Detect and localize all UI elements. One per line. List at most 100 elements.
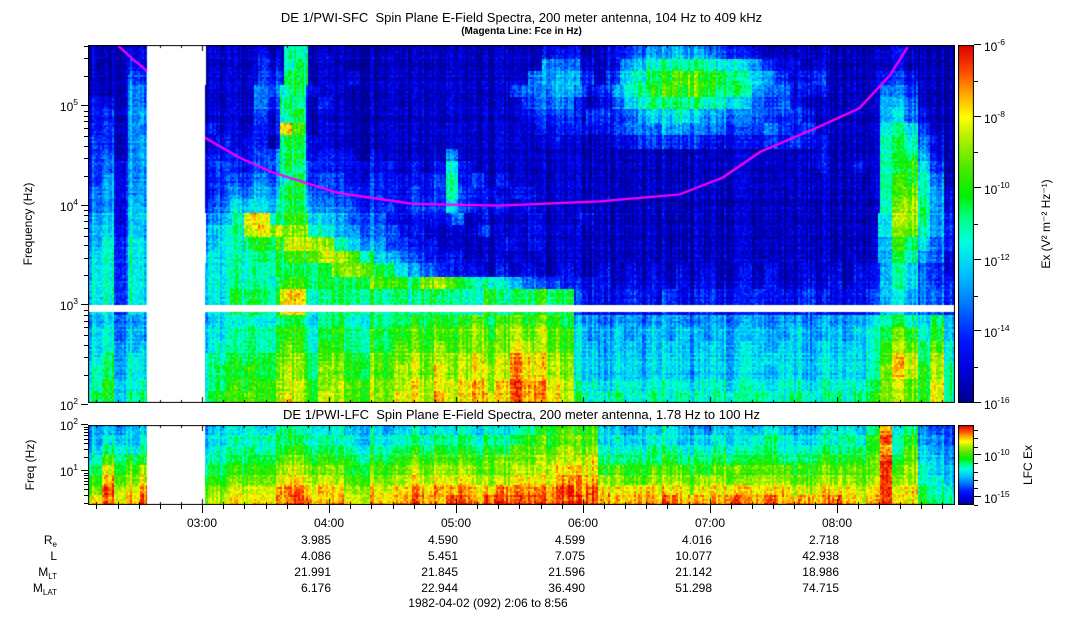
- y-axis-major-tick: [81, 105, 88, 106]
- y-axis-minor-tick: [84, 228, 88, 229]
- y-axis-minor-tick: [84, 158, 88, 159]
- x-axis-minor-tick: [773, 505, 774, 509]
- ephemeris-row-label: Re: [43, 533, 57, 549]
- y-axis-minor-tick: [84, 315, 88, 316]
- colorbar-major-tick: [974, 187, 981, 188]
- x-axis-tick-label: 05:00: [440, 516, 472, 530]
- y-axis-minor-tick: [84, 215, 88, 216]
- colorbar-minor-tick: [974, 367, 978, 368]
- x-axis-major-tick: [837, 505, 838, 513]
- y-axis-tick-label: 102: [59, 396, 78, 413]
- colorbar-major-tick: [974, 44, 981, 45]
- colorbar-minor-tick: [974, 296, 978, 297]
- colorbar-tick-label: 10-6: [984, 37, 1005, 54]
- ephemeris-value: 21.596: [548, 565, 585, 579]
- ephemeris-value: 7.075: [554, 549, 585, 563]
- colorbar-minor-tick: [974, 488, 978, 489]
- x-axis-minor-tick: [435, 505, 436, 509]
- y-axis-minor-tick: [84, 136, 88, 137]
- y-axis-minor-tick: [84, 76, 88, 77]
- sfc-y-axis-label: Frequency (Hz): [21, 182, 35, 266]
- colorbar-tick-label: 10-12: [984, 252, 1010, 269]
- y-axis-minor-tick: [84, 503, 88, 504]
- y-axis-major-tick: [81, 404, 88, 405]
- x-axis-minor-tick: [625, 505, 626, 509]
- y-axis-minor-tick: [84, 449, 88, 450]
- y-axis-minor-tick: [84, 210, 88, 211]
- ephemeris-value: 21.845: [421, 565, 458, 579]
- sfc-title: DE 1/PWI-SFC Spin Plane E-Field Spectra,…: [280, 10, 763, 25]
- y-axis-minor-tick: [84, 310, 88, 311]
- x-axis-minor-tick: [646, 505, 647, 509]
- x-axis-minor-tick: [414, 505, 415, 509]
- colorbar-tick-label: 10-10: [984, 447, 1010, 464]
- x-axis-minor-tick: [879, 505, 880, 509]
- x-axis-minor-tick: [160, 505, 161, 509]
- y-axis-minor-tick: [84, 345, 88, 346]
- y-axis-minor-tick: [84, 457, 88, 458]
- y-axis-tick-label: 102: [59, 416, 78, 433]
- y-axis-minor-tick: [84, 335, 88, 336]
- ephemeris-value: 4.599: [554, 533, 585, 547]
- y-axis-minor-tick: [84, 111, 88, 112]
- y-axis-minor-tick: [84, 495, 88, 496]
- y-axis-minor-tick: [84, 473, 88, 474]
- y-axis-minor-tick: [84, 475, 88, 476]
- x-axis-tick-label: 04:00: [313, 516, 345, 530]
- y-axis-minor-tick: [84, 357, 88, 358]
- x-axis-major-tick: [583, 505, 584, 513]
- colorbar-major-tick: [974, 496, 981, 497]
- y-axis-minor-tick: [84, 221, 88, 222]
- x-axis-minor-tick: [921, 505, 922, 509]
- y-axis-major-tick: [81, 304, 88, 305]
- y-axis-minor-tick: [84, 258, 88, 259]
- x-axis-minor-tick: [519, 505, 520, 509]
- colorbar-major-tick: [974, 116, 981, 117]
- x-axis-minor-tick: [667, 505, 668, 509]
- x-axis-minor-tick: [244, 505, 245, 509]
- ephemeris-value: 42.938: [802, 549, 839, 563]
- ephemeris-value: 36.490: [548, 581, 585, 595]
- y-axis-minor-tick: [84, 128, 88, 129]
- colorbar-minor-tick: [974, 505, 978, 506]
- colorbar-major-tick: [974, 259, 981, 260]
- x-axis-minor-tick: [96, 505, 97, 509]
- y-axis-minor-tick: [84, 432, 88, 433]
- colorbar-minor-tick: [974, 480, 978, 481]
- y-axis-minor-tick: [84, 427, 88, 428]
- y-axis-major-tick: [81, 424, 88, 425]
- x-axis-tick-label: 03:00: [186, 516, 218, 530]
- y-axis-minor-tick: [84, 275, 88, 276]
- x-axis-major-tick: [456, 505, 457, 513]
- y-axis-minor-tick: [84, 489, 88, 490]
- x-axis-minor-tick: [393, 505, 394, 509]
- x-axis-minor-tick: [287, 505, 288, 509]
- sfc-colorbar: [958, 45, 974, 403]
- x-axis-tick-label: 07:00: [694, 516, 726, 530]
- x-axis-minor-tick: [223, 505, 224, 509]
- y-axis-minor-tick: [84, 435, 88, 436]
- y-axis-minor-tick: [84, 46, 88, 47]
- y-axis-minor-tick: [84, 484, 88, 485]
- x-axis-minor-tick: [498, 505, 499, 509]
- x-axis-minor-tick: [731, 505, 732, 509]
- y-axis-major-tick: [81, 205, 88, 206]
- colorbar-major-tick: [974, 454, 981, 455]
- colorbar-minor-tick: [974, 430, 978, 431]
- colorbar-major-tick: [974, 330, 981, 331]
- ephemeris-value: 3.985: [300, 533, 331, 547]
- y-axis-minor-tick: [84, 121, 88, 122]
- y-axis-minor-tick: [84, 375, 88, 376]
- ephemeris-row-label: MLT: [38, 565, 57, 581]
- colorbar-minor-tick: [974, 152, 978, 153]
- y-axis-minor-tick: [84, 58, 88, 59]
- x-axis-minor-tick: [689, 505, 690, 509]
- y-axis-tick-label: 105: [59, 97, 78, 114]
- colorbar-tick-label: 10-14: [984, 323, 1010, 340]
- time-range-caption: 1982-04-02 (092) 2:06 to 8:56: [408, 596, 568, 610]
- x-axis-major-tick: [710, 505, 711, 513]
- x-axis-major-tick: [202, 505, 203, 513]
- y-axis-minor-tick: [84, 245, 88, 246]
- x-axis-minor-tick: [815, 505, 816, 509]
